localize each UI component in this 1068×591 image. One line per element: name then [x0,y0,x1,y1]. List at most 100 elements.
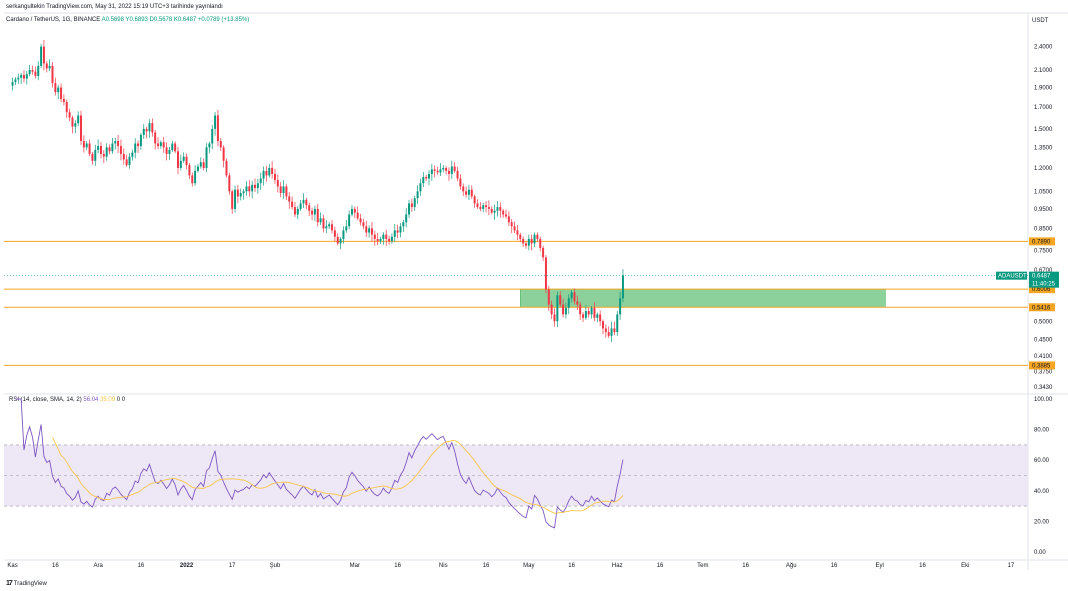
candle-body [165,147,168,154]
candle-body [77,115,80,124]
candle-body [57,87,60,93]
candle-body [45,63,48,69]
candle-body [151,123,154,133]
level-label: 0.7890 [1032,239,1051,245]
candle-body [282,186,285,194]
candle-body [288,196,291,202]
candle-body [456,170,459,179]
candle-body [134,143,137,153]
rsi-tick-label: 0.00 [1034,550,1046,556]
candle-body [291,201,294,208]
candle-body [544,257,547,290]
candle-body [584,311,587,318]
tradingview-logo-icon: 17 [6,580,13,587]
candle-body [413,198,416,208]
candle-body [137,143,140,147]
candle-body [148,123,151,132]
candle-body [465,191,468,195]
candle-body [467,189,470,195]
candle-body [493,210,496,213]
candle-body [610,328,613,336]
price-tick-label: 0.9500 [1034,207,1053,213]
ticker-badge [996,271,1027,280]
rsi-ma-value: 35.09 [100,397,116,403]
rsi-tick-label: 100.00 [1034,397,1053,403]
candle-body [214,115,217,129]
candle-body [539,238,542,248]
candle-body [390,236,393,242]
candle-body [336,236,339,244]
candle-body [462,186,465,192]
candle-body [496,207,499,211]
candle-body [211,128,214,144]
candle-body [616,314,619,333]
candle-body [225,160,228,176]
candle-body [485,205,488,208]
candle-body [562,304,565,315]
candle-body [453,166,456,171]
candle-body [419,183,422,192]
candle-body [176,151,179,168]
candle-body [128,156,131,166]
time-tick-label: Ağu [786,563,797,569]
symbol-legend: Cardano / TetherUS, 1G, BINANCE A0.5698 … [6,17,249,23]
candle-body [273,173,276,181]
price-tick-label: 2.1000 [1034,68,1053,74]
candle-body [125,159,128,166]
candle-body [117,140,120,147]
candle-body [82,140,85,148]
candle-body [91,153,94,161]
candle-body [370,228,373,235]
candle-body [231,191,234,209]
candle-body [447,170,450,174]
price-tick-label: 2.4000 [1034,45,1053,51]
rsi-tick-label: 80.00 [1034,428,1050,434]
candle-body [516,230,519,235]
candle-body [51,65,54,83]
candle-body [425,176,428,179]
candle-body [590,307,593,315]
candle-body [102,153,105,157]
candle-body [593,307,596,318]
candle-body [430,169,433,174]
candle-body [473,196,476,204]
candle-body [208,143,211,148]
currency-label: USDT [1032,18,1049,24]
rsi-tick-label: 60.00 [1034,458,1050,464]
candle-body [88,143,91,154]
candle-body [459,178,462,187]
candle-body [507,216,510,223]
candle-body [285,186,288,197]
candle-body [179,160,182,168]
candle-body [505,214,508,217]
candle-body [97,146,100,150]
time-tick-label: Eyl [876,563,884,569]
candle-body [216,115,219,141]
candle-body [564,307,567,315]
candle-body [530,238,533,244]
candle-body [111,143,114,152]
rsi-legend: RSI (14, close, SMA, 14, 2) 56.04 35.09 … [9,397,125,403]
price-tick-label: 0.5000 [1034,319,1053,325]
candle-body [302,199,305,204]
candle-body [428,173,431,179]
candle-body [536,234,539,239]
candle-body [331,224,334,231]
published-caption: serkangultekin TradingView.com, May 31, … [6,4,223,10]
time-tick-label: 16 [52,563,59,569]
ticker-label: ADAUSDT [998,274,1027,280]
candle-body [145,128,148,132]
candle-body [356,212,359,219]
candle-body [579,304,582,315]
candle-body [159,142,162,147]
time-tick-label: Ara [93,563,103,569]
candle-body [599,314,602,322]
candle-body [345,226,348,231]
candle-body [359,218,362,223]
candle-body [362,222,365,227]
candle-body [450,166,453,174]
candle-body [399,226,402,233]
candle-body [154,132,157,144]
candle-body [279,186,282,194]
